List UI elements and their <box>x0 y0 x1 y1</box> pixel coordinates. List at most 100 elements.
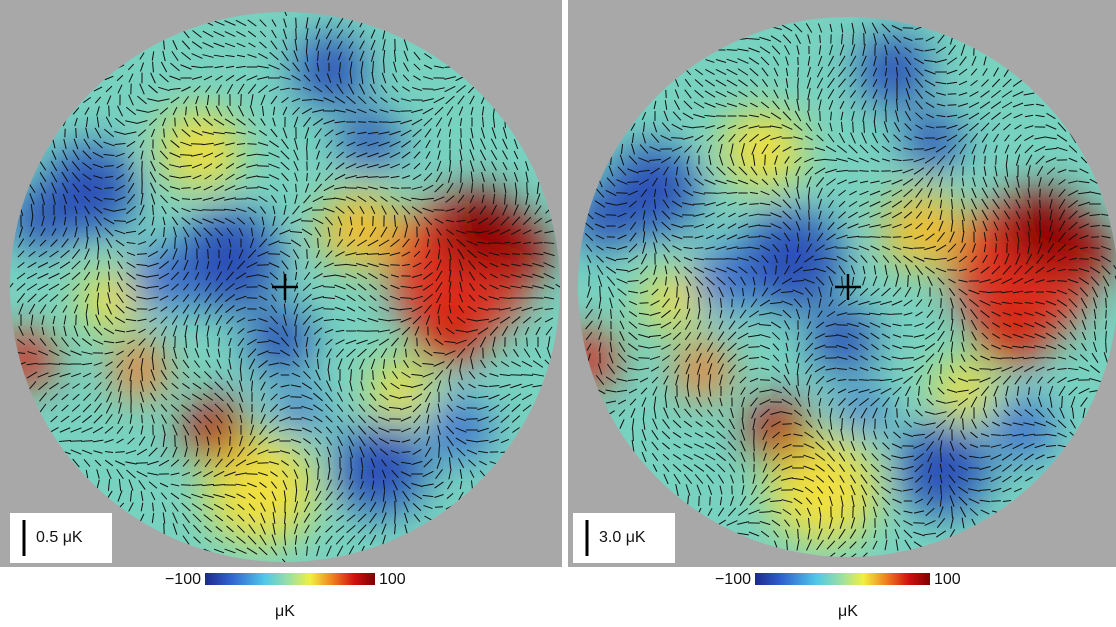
polarization-vector <box>881 23 891 33</box>
polarization-vector <box>915 124 923 130</box>
polarization-vector <box>761 178 769 186</box>
polarization-vector <box>969 366 979 372</box>
polarization-vector <box>1105 330 1107 342</box>
polarization-vector <box>937 319 945 331</box>
polarization-vector <box>182 512 190 524</box>
polarization-vector <box>313 273 323 279</box>
polarization-vector <box>489 262 499 268</box>
polarization-vector <box>1059 407 1065 419</box>
polarization-vector <box>305 479 309 491</box>
polarization-vector <box>413 75 421 81</box>
polarization-vector <box>759 36 771 42</box>
polarization-vector <box>1046 279 1056 283</box>
polarization-vector <box>914 48 924 52</box>
polarization-vector <box>760 367 770 371</box>
polarization-vector <box>294 523 298 535</box>
polarization-vector <box>940 484 942 496</box>
polarization-vector <box>92 426 104 434</box>
polarization-vector <box>1003 123 1011 131</box>
polarization-vector <box>661 122 671 132</box>
polarization-vector <box>849 288 857 296</box>
polarization-vector <box>305 28 309 40</box>
polarization-vector <box>781 499 793 503</box>
polarization-vector <box>1048 231 1054 243</box>
polarization-vector <box>1003 409 1011 417</box>
polarization-vector <box>378 306 390 312</box>
polarization-vector <box>972 243 976 253</box>
polarization-vector <box>950 297 954 309</box>
polarization-vector <box>468 294 476 302</box>
polarization-vector <box>126 106 136 116</box>
polarization-vector <box>770 200 782 208</box>
polarization-vector <box>206 436 210 446</box>
polarization-vector <box>861 90 867 98</box>
polarization-vector <box>467 218 477 224</box>
polarization-vector <box>426 414 430 424</box>
polarization-vector <box>913 510 925 514</box>
polarization-vector <box>936 518 946 528</box>
polarization-vector <box>213 218 225 224</box>
polarization-vector <box>379 295 389 301</box>
polarization-vector <box>619 320 625 330</box>
polarization-vector <box>752 276 756 286</box>
polarization-vector <box>664 396 668 408</box>
polarization-vector <box>760 530 770 538</box>
polarization-vector <box>627 255 639 263</box>
polarization-vector <box>1089 191 1101 195</box>
polarization-vector <box>1079 287 1089 297</box>
polarization-vector <box>182 271 190 281</box>
polarization-vector <box>628 243 638 253</box>
polarization-vector <box>797 176 799 188</box>
polarization-vector <box>849 529 857 539</box>
polarization-vector <box>346 514 356 522</box>
polarization-vector <box>642 122 646 132</box>
polarization-vector <box>914 364 924 374</box>
polarization-vector <box>251 227 253 237</box>
polarization-vector <box>260 381 266 391</box>
polarization-vector <box>628 311 638 317</box>
polarization-vector <box>587 265 591 275</box>
polarization-vector <box>71 372 81 378</box>
polarization-vector <box>116 74 124 82</box>
polarization-vector <box>48 261 60 269</box>
polarization-vector <box>481 194 485 204</box>
polarization-vector <box>705 59 715 63</box>
polarization-vector <box>163 227 165 237</box>
polarization-vector <box>378 252 390 256</box>
polarization-vector <box>400 119 412 125</box>
polarization-vector <box>598 342 602 352</box>
polarization-vector <box>235 459 247 467</box>
polarization-vector <box>238 227 244 237</box>
polarization-vector <box>372 469 374 479</box>
polarization-vector <box>246 274 258 278</box>
polarization-vector <box>760 485 770 495</box>
polarization-vector <box>737 223 749 229</box>
polarization-vector <box>631 440 635 452</box>
polarization-vector <box>246 297 258 299</box>
polarization-vector <box>403 39 409 51</box>
polarization-vector <box>1080 297 1088 309</box>
polarization-vector <box>726 79 738 87</box>
polarization-vector <box>358 83 366 95</box>
polarization-vector <box>96 260 100 270</box>
polarization-vector <box>70 427 82 433</box>
polarization-vector <box>214 293 224 303</box>
polarization-vector <box>862 276 866 286</box>
polarization-vector <box>304 490 310 502</box>
polarization-vector <box>127 63 135 71</box>
polarization-vector <box>272 512 276 524</box>
polarization-vector <box>283 18 287 28</box>
polarization-vector <box>151 51 155 61</box>
polarization-vector <box>979 499 991 503</box>
polarization-vector <box>728 133 736 143</box>
polarization-vector <box>727 441 737 451</box>
polarization-vector <box>422 283 434 291</box>
polarization-vector <box>279 63 291 71</box>
polarization-vector <box>315 138 321 150</box>
polarization-vector <box>825 145 837 153</box>
polarization-vector <box>401 151 411 159</box>
polarization-vector <box>627 168 639 174</box>
polarization-vector <box>950 517 954 529</box>
polarization-vector <box>204 525 212 533</box>
polarization-vector <box>403 215 409 227</box>
